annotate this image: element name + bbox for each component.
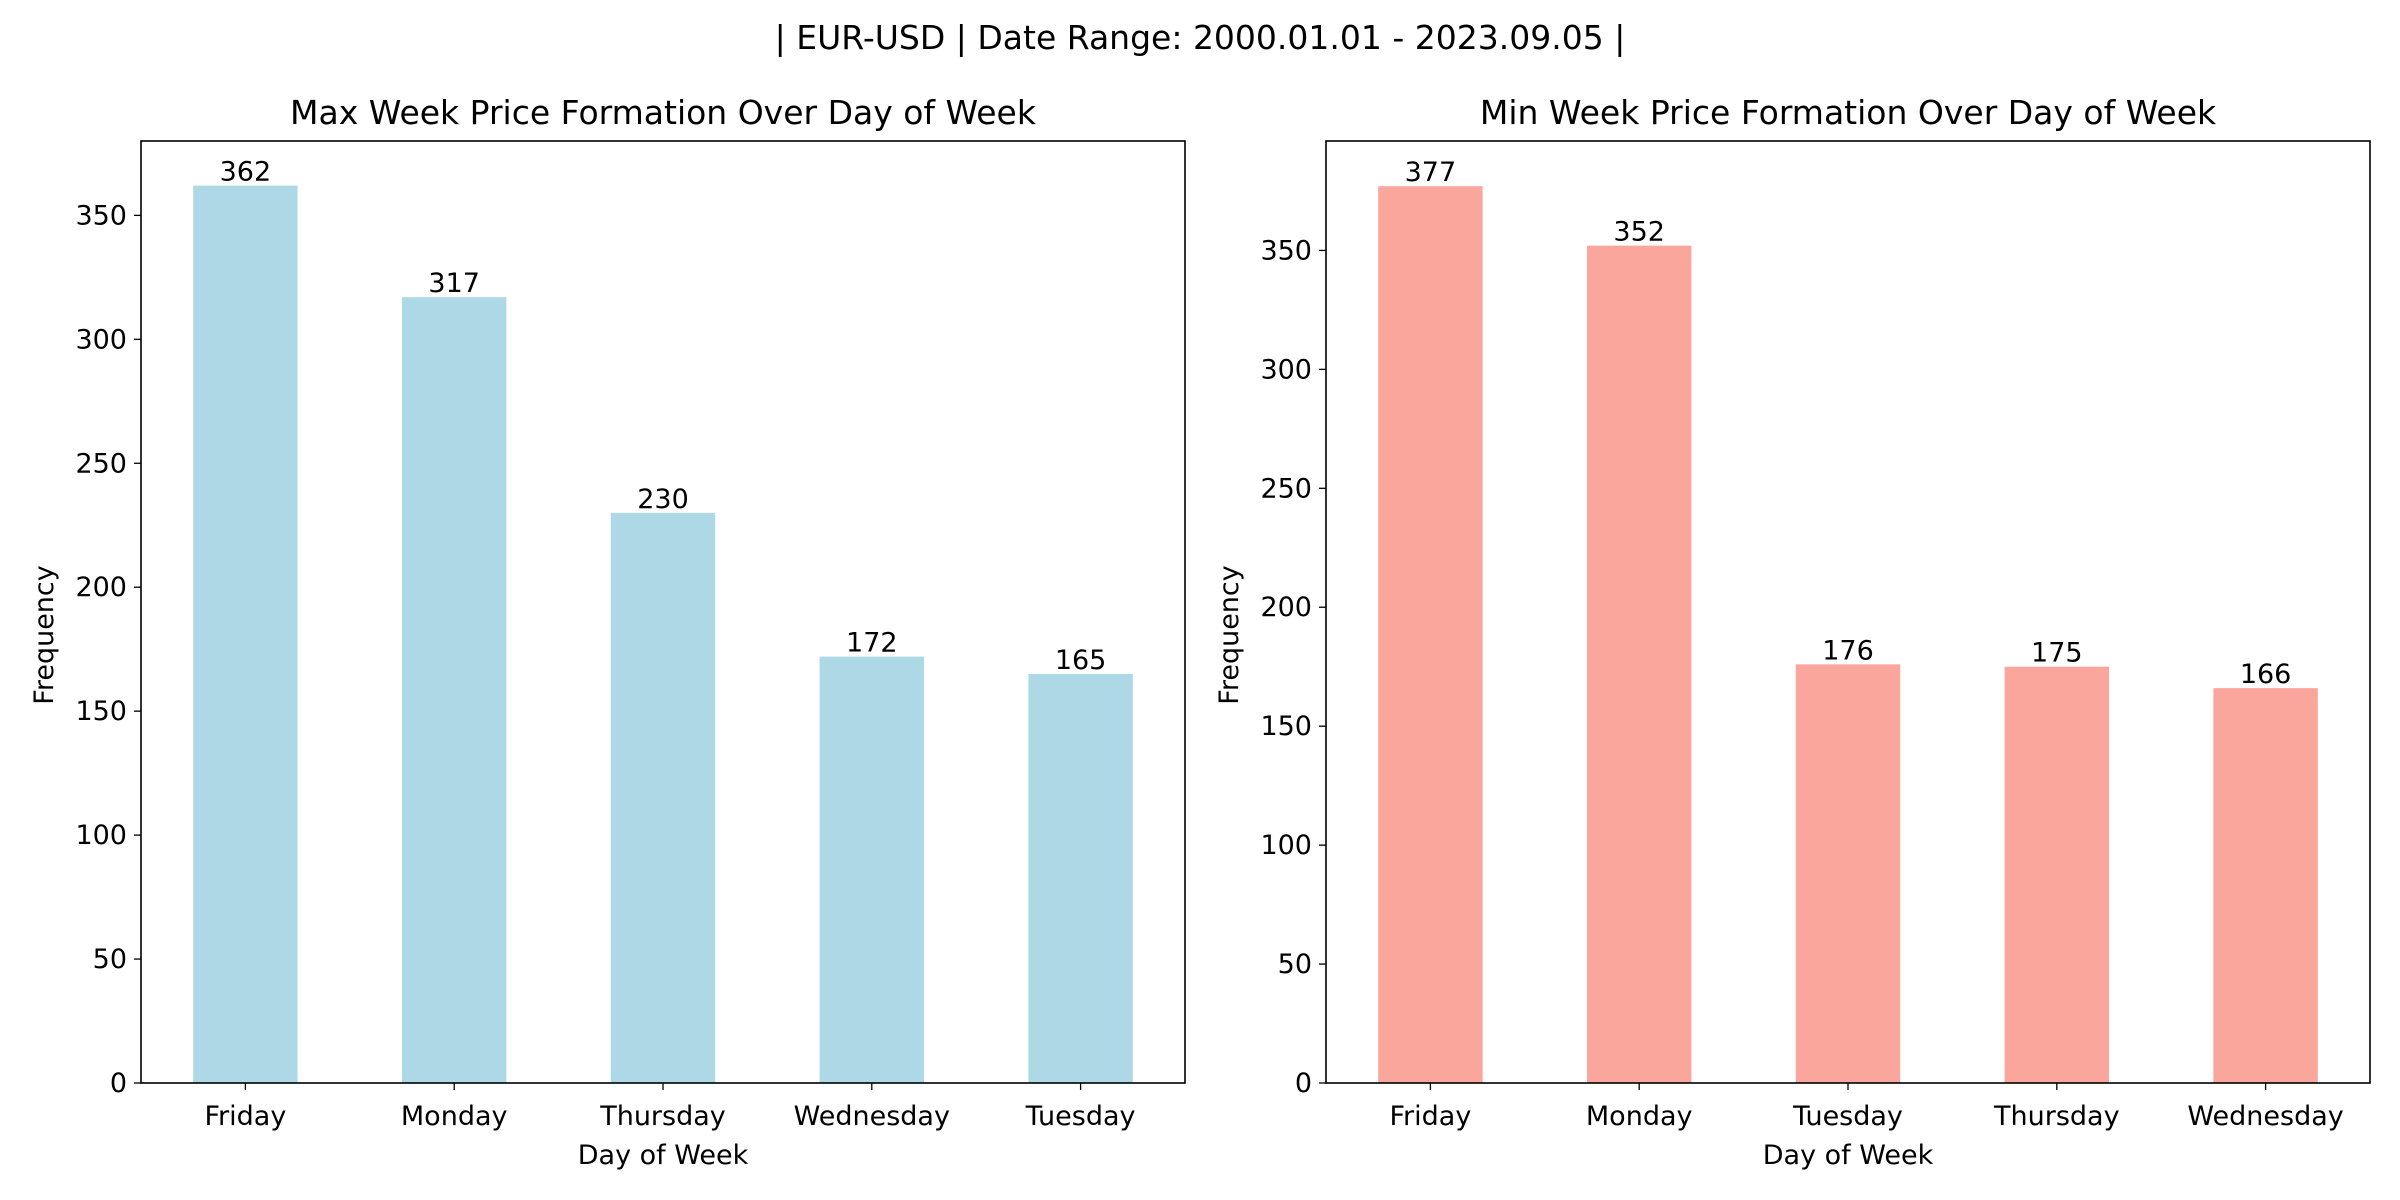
max-data-label: 172 — [846, 628, 898, 659]
max-ytick-label: 200 — [75, 572, 127, 603]
min-xtick-label: Monday — [1586, 1101, 1693, 1132]
max-bar-friday — [193, 185, 298, 1084]
max-xtick-label: Thursday — [599, 1101, 726, 1132]
min-bar-monday — [1587, 245, 1692, 1083]
max-axes-frame — [140, 140, 1186, 1084]
min-axes-frame — [1325, 140, 2371, 1084]
min-ytick-label: 350 — [1260, 235, 1312, 266]
min-ytick-label: 200 — [1260, 592, 1312, 623]
max-ytick-label: 350 — [75, 200, 127, 231]
max-data-label: 317 — [428, 268, 480, 299]
min-xtick-label: Thursday — [1993, 1101, 2120, 1132]
min-data-label: 175 — [2031, 638, 2083, 669]
max-xtick-label: Monday — [401, 1101, 508, 1132]
min-week-panel: Min Week Price Formation Over Day of Wee… — [1214, 93, 2371, 1171]
max-ytick-label: 150 — [75, 696, 127, 727]
min-chart-xlabel: Day of Week — [1763, 1140, 1934, 1171]
min-ytick-label: 150 — [1260, 711, 1312, 742]
figure-suptitle: | EUR-USD | Date Range: 2000.01.01 - 202… — [775, 18, 1626, 57]
min-data-label: 176 — [1822, 635, 1874, 666]
max-bar-tuesday — [1028, 673, 1133, 1083]
max-chart-ylabel: Frequency — [29, 565, 60, 705]
max-chart-title: Max Week Price Formation Over Day of Wee… — [290, 93, 1037, 132]
max-bar-monday — [402, 297, 507, 1083]
max-xtick-label: Friday — [204, 1101, 286, 1132]
min-ytick-label: 100 — [1260, 830, 1312, 861]
min-bar-thursday — [2004, 666, 2109, 1083]
min-ytick-label: 250 — [1260, 473, 1312, 504]
max-data-label: 362 — [220, 157, 272, 188]
min-data-label: 377 — [1405, 157, 1457, 188]
min-bar-friday — [1378, 186, 1483, 1084]
max-bar-thursday — [610, 512, 716, 1083]
min-xtick-label: Wednesday — [2187, 1101, 2343, 1132]
max-ytick-label: 0 — [110, 1068, 127, 1099]
min-bar-wednesday — [2213, 688, 2318, 1083]
max-data-label: 230 — [637, 484, 689, 515]
min-chart-ylabel: Frequency — [1214, 565, 1245, 705]
min-ytick-label: 300 — [1260, 354, 1312, 385]
min-xtick-label: Tuesday — [1792, 1101, 1903, 1132]
min-xtick-label: Friday — [1389, 1101, 1471, 1132]
min-ytick-label: 0 — [1295, 1068, 1312, 1099]
max-ytick-label: 250 — [75, 448, 127, 479]
min-data-label: 352 — [1613, 217, 1665, 248]
max-ytick-label: 300 — [75, 324, 127, 355]
max-week-panel: Max Week Price Formation Over Day of Wee… — [29, 93, 1186, 1171]
max-chart-xlabel: Day of Week — [578, 1140, 749, 1171]
max-xtick-label: Wednesday — [794, 1101, 950, 1132]
max-data-label: 165 — [1055, 645, 1107, 676]
min-bar-tuesday — [1795, 664, 1901, 1083]
max-ytick-label: 50 — [93, 944, 127, 975]
min-ytick-label: 50 — [1278, 949, 1312, 980]
min-chart-title: Min Week Price Formation Over Day of Wee… — [1480, 93, 2217, 132]
min-data-label: 166 — [2240, 659, 2292, 690]
max-bar-wednesday — [819, 656, 924, 1083]
max-ytick-label: 100 — [75, 820, 127, 851]
max-xtick-label: Tuesday — [1025, 1101, 1136, 1132]
